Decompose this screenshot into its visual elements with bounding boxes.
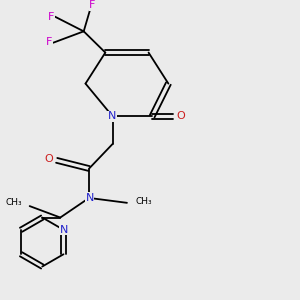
Text: N: N [108,111,116,121]
Text: CH₃: CH₃ [135,197,152,206]
Text: F: F [46,37,52,47]
Text: O: O [177,111,185,121]
Text: F: F [48,12,55,22]
Text: F: F [89,0,95,11]
Text: CH₃: CH₃ [6,198,22,207]
Text: N: N [60,225,68,235]
Text: N: N [85,193,94,203]
Text: O: O [44,154,53,164]
